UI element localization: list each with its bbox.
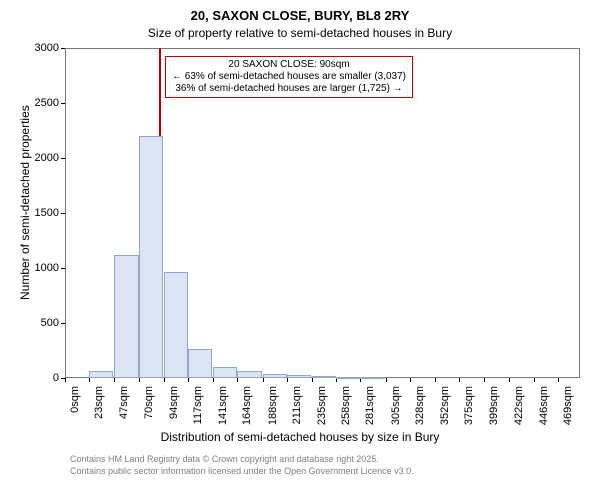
ytick-label: 3000 [9,42,59,54]
xtick-label: 164sqm [241,386,253,425]
xtick-mark [435,378,436,382]
ytick-mark [61,103,65,104]
xtick-label: 23sqm [93,386,105,419]
ytick-label: 2000 [9,152,59,164]
attribution-line-2: Contains public sector information licen… [70,466,414,477]
x-axis-label: Distribution of semi-detached houses by … [0,430,600,444]
xtick-label: 70sqm [143,386,155,419]
xtick-label: 117sqm [192,386,204,424]
xtick-mark [237,378,238,382]
xtick-mark [188,378,189,382]
histogram-bar [114,255,138,378]
histogram-bar [139,136,163,378]
histogram-bar [336,377,360,379]
xtick-label: 328sqm [414,386,426,425]
ytick-mark [61,268,65,269]
annotation-line-1: 20 SAXON CLOSE: 90sqm [172,59,406,71]
attribution-line-1: Contains HM Land Registry data © Crown c… [70,454,379,465]
ytick-mark [61,213,65,214]
xtick-label: 422sqm [513,386,525,425]
xtick-mark [89,378,90,382]
xtick-mark [65,378,66,382]
histogram-bar [188,349,212,378]
ytick-label: 1500 [9,207,59,219]
ytick-label: 500 [9,317,59,329]
histogram-bar [263,374,287,378]
xtick-mark [213,378,214,382]
xtick-mark [312,378,313,382]
annotation-line-2: ← 63% of semi-detached houses are smalle… [172,71,406,83]
histogram-bar [237,371,261,378]
xtick-mark [164,378,165,382]
xtick-label: 0sqm [69,386,81,413]
histogram-bar [164,272,188,378]
xtick-mark [263,378,264,382]
xtick-label: 94sqm [168,386,180,419]
xtick-label: 375sqm [463,386,475,425]
xtick-label: 141sqm [217,386,229,425]
xtick-mark [534,378,535,382]
xtick-mark [558,378,559,382]
ytick-mark [61,48,65,49]
xtick-label: 305sqm [390,386,402,425]
histogram-bar [360,377,384,379]
ytick-mark [61,158,65,159]
ytick-label: 0 [9,372,59,384]
xtick-mark [287,378,288,382]
xtick-label: 399sqm [488,386,500,425]
chart-title-sub: Size of property relative to semi-detach… [0,26,600,40]
ytick-mark [61,323,65,324]
annotation-line-3: 36% of semi-detached houses are larger (… [172,83,406,95]
ytick-label: 1000 [9,262,59,274]
histogram-bar [312,376,336,378]
xtick-label: 281sqm [364,386,376,425]
xtick-mark [114,378,115,382]
xtick-label: 47sqm [118,386,130,419]
xtick-mark [459,378,460,382]
xtick-mark [509,378,510,382]
xtick-mark [386,378,387,382]
histogram-bar [287,375,311,378]
xtick-label: 188sqm [267,386,279,425]
xtick-label: 469sqm [562,386,574,425]
xtick-label: 258sqm [340,386,352,425]
chart-container: 20, SAXON CLOSE, BURY, BL8 2RY Size of p… [0,0,600,500]
ytick-label: 2500 [9,97,59,109]
histogram-bar [213,367,237,378]
histogram-bar [89,371,113,378]
chart-title-main: 20, SAXON CLOSE, BURY, BL8 2RY [0,8,600,23]
xtick-label: 446sqm [538,386,550,425]
xtick-label: 211sqm [291,386,303,424]
xtick-label: 352sqm [439,386,451,425]
xtick-mark [139,378,140,382]
xtick-mark [410,378,411,382]
annotation-box: 20 SAXON CLOSE: 90sqm ← 63% of semi-deta… [165,56,413,98]
xtick-label: 235sqm [316,386,328,425]
xtick-mark [484,378,485,382]
